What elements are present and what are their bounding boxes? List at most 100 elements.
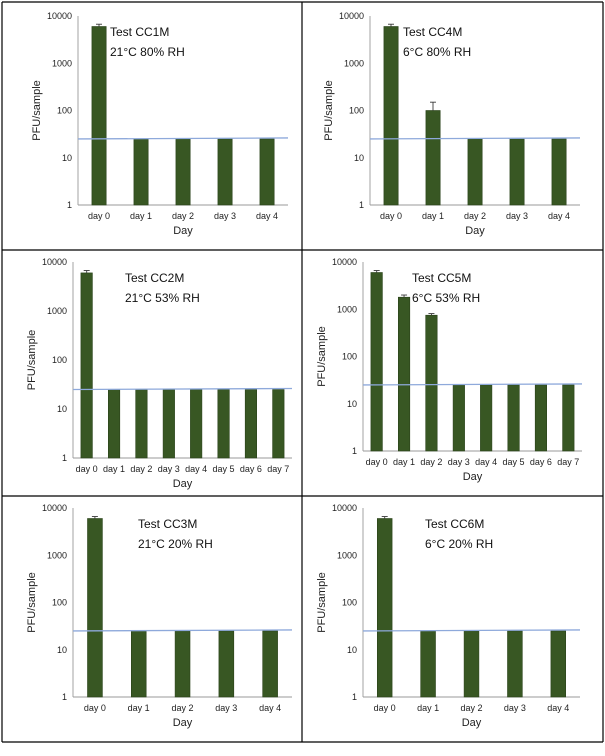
y-tick-label: 1000 bbox=[47, 550, 67, 560]
y-axis-title: PFU/sample bbox=[316, 572, 328, 633]
x-tick-label: day 3 bbox=[158, 464, 180, 474]
y-tick-label: 10000 bbox=[42, 257, 67, 267]
bar-day-7 bbox=[562, 384, 575, 452]
x-tick-label: day 0 bbox=[380, 211, 402, 221]
x-tick-label: day 1 bbox=[103, 464, 125, 474]
y-tick-label: 1 bbox=[352, 692, 357, 702]
x-tick-label: day 0 bbox=[88, 211, 110, 221]
bar-day-4 bbox=[262, 630, 278, 698]
y-axis-title: PFU/sample bbox=[323, 80, 335, 141]
x-axis-title: Day bbox=[173, 717, 193, 729]
y-tick-label: 10000 bbox=[332, 257, 357, 267]
chart-panel-3: 1 10 100 1000 10000 day 0 day 1 day 2 day 3 day 4… bbox=[26, 257, 293, 490]
bar-day-2 bbox=[174, 630, 191, 698]
bar-day-2 bbox=[463, 630, 480, 698]
bar-day-4 bbox=[190, 389, 203, 459]
bar-day-2 bbox=[425, 314, 438, 452]
y-tick-label: 100 bbox=[349, 106, 364, 116]
detection-limit-line bbox=[77, 137, 289, 140]
y-tick-label: 10000 bbox=[42, 503, 67, 513]
detection-limit-line bbox=[362, 629, 581, 632]
x-tick-label: day 2 bbox=[172, 211, 194, 221]
y-tick-label: 100 bbox=[52, 355, 67, 365]
bar-day-7 bbox=[272, 389, 285, 459]
x-tick-label: day 2 bbox=[420, 457, 442, 467]
chart-panel-6: 1 10 100 1000 10000 day 0 day 1 day 2 day 3 day 4… bbox=[316, 503, 581, 729]
panel-subtitle: 21°C 20% RH bbox=[138, 537, 213, 551]
x-tick-label: day 5 bbox=[213, 464, 235, 474]
y-axis-title: PFU/sample bbox=[26, 572, 38, 633]
y-tick-label: 10 bbox=[57, 404, 67, 414]
bar-day-0 bbox=[87, 518, 103, 698]
x-tick-label: day 7 bbox=[267, 464, 289, 474]
panel-title: Test CC5M bbox=[412, 271, 471, 285]
bar-day-3 bbox=[507, 630, 523, 698]
x-tick-label: day 0 bbox=[76, 464, 98, 474]
panel-subtitle: 21°C 53% RH bbox=[125, 291, 200, 305]
panel-subtitle: 6°C 20% RH bbox=[425, 537, 493, 551]
y-tick-label: 100 bbox=[52, 598, 67, 608]
y-tick-label: 10 bbox=[57, 645, 67, 655]
x-tick-label: day 0 bbox=[366, 457, 388, 467]
chart-panel-5: 1 10 100 1000 10000 day 0 day 1 day 2 day 3 day 4… bbox=[26, 503, 293, 729]
bar-day-0 bbox=[91, 26, 107, 206]
y-axis-title: PFU/sample bbox=[26, 330, 38, 391]
y-tick-label: 1 bbox=[62, 692, 67, 702]
x-tick-label: day 1 bbox=[422, 211, 444, 221]
bar-day-3 bbox=[509, 138, 525, 206]
bar-day-5 bbox=[217, 389, 230, 459]
y-tick-label: 10 bbox=[347, 399, 357, 409]
x-tick-label: day 2 bbox=[171, 703, 193, 713]
x-tick-label: day 3 bbox=[215, 703, 237, 713]
bar-day-2 bbox=[467, 138, 483, 206]
x-tick-label: day 4 bbox=[185, 464, 207, 474]
detection-limit-line bbox=[362, 383, 583, 386]
x-tick-label: day 4 bbox=[259, 703, 281, 713]
panel-title: Test CC3M bbox=[138, 517, 197, 531]
bar-day-0 bbox=[383, 26, 399, 206]
x-tick-label: day 3 bbox=[506, 211, 528, 221]
y-tick-label: 100 bbox=[342, 598, 357, 608]
y-tick-label: 1000 bbox=[337, 550, 357, 560]
y-tick-label: 10000 bbox=[339, 11, 364, 21]
y-tick-label: 1000 bbox=[337, 304, 357, 314]
bar-day-0 bbox=[80, 272, 93, 459]
panel-title: Test CC1M bbox=[110, 25, 169, 39]
y-axis-title: PFU/sample bbox=[316, 326, 328, 387]
bar-day-3 bbox=[218, 630, 235, 698]
x-tick-label: day 1 bbox=[128, 703, 150, 713]
bar-day-4 bbox=[551, 138, 567, 206]
panel-title: Test CC2M bbox=[125, 271, 184, 285]
x-tick-label: day 3 bbox=[448, 457, 470, 467]
y-tick-label: 1 bbox=[67, 200, 72, 210]
panel-title: Test CC4M bbox=[403, 25, 462, 39]
y-tick-label: 1 bbox=[359, 200, 364, 210]
x-tick-label: day 2 bbox=[460, 703, 482, 713]
panel-subtitle: 6°C 80% RH bbox=[403, 45, 471, 59]
panel-title: Test CC6M bbox=[425, 517, 484, 531]
y-tick-label: 1000 bbox=[47, 306, 67, 316]
x-axis-title: Day bbox=[463, 471, 483, 483]
y-tick-label: 1 bbox=[352, 446, 357, 456]
bar-day-5 bbox=[507, 384, 520, 452]
chart-panel-2: 1 10 100 1000 10000 day 0 day 1 day 2 day 3 day 4… bbox=[323, 11, 581, 237]
x-tick-label: day 6 bbox=[240, 464, 262, 474]
panel-subtitle: 6°C 53% RH bbox=[412, 291, 480, 305]
x-tick-label: day 7 bbox=[557, 457, 579, 467]
y-tick-label: 10 bbox=[347, 645, 357, 655]
y-tick-label: 100 bbox=[57, 106, 72, 116]
x-tick-label: day 3 bbox=[214, 211, 236, 221]
chart-panel-1: 1 10 100 1000 10000 day 0 day 1 day 2 day 3 day 4… bbox=[31, 11, 289, 237]
bar-day-1 bbox=[133, 138, 149, 206]
bar-day-2 bbox=[175, 138, 191, 206]
y-tick-label: 10 bbox=[354, 153, 364, 163]
x-axis-title: Day bbox=[465, 225, 485, 237]
detection-limit-line bbox=[369, 137, 581, 140]
y-tick-label: 10000 bbox=[332, 503, 357, 513]
x-tick-label: day 2 bbox=[130, 464, 152, 474]
y-tick-label: 1000 bbox=[52, 58, 72, 68]
detection-limit-line bbox=[72, 387, 293, 391]
bar-day-4 bbox=[480, 384, 493, 452]
y-tick-label: 10 bbox=[62, 153, 72, 163]
